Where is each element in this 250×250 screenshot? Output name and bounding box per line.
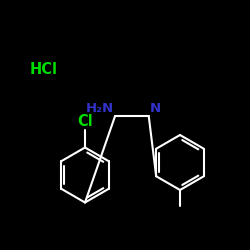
Text: H₂N: H₂N xyxy=(86,102,114,115)
Text: HCl: HCl xyxy=(30,62,58,78)
Text: N: N xyxy=(150,102,161,115)
Text: Cl: Cl xyxy=(77,114,93,129)
